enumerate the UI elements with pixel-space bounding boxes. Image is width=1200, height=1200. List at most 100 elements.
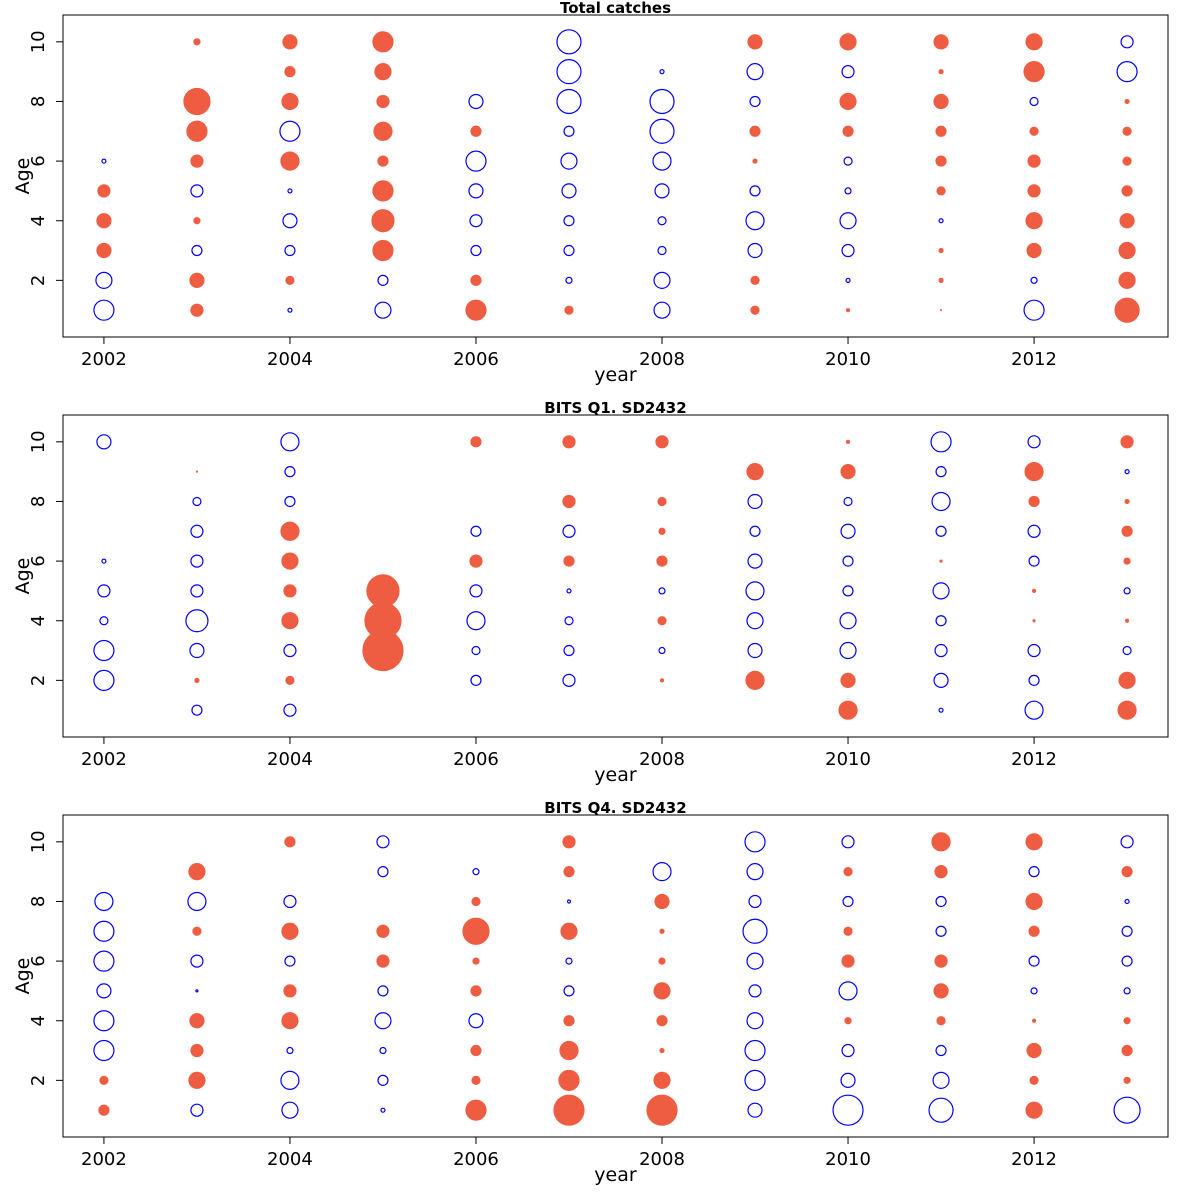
positive-bubble xyxy=(1025,833,1043,851)
negative-bubble xyxy=(841,243,855,258)
negative-bubble xyxy=(747,642,763,659)
y-tick-label: 8 xyxy=(28,96,49,107)
negative-bubble xyxy=(746,63,764,81)
positive-bubble xyxy=(376,954,390,968)
negative-bubble xyxy=(842,585,854,597)
positive-bubble xyxy=(840,672,856,688)
negative-bubble xyxy=(930,431,952,453)
negative-bubble xyxy=(280,432,300,452)
negative-bubble xyxy=(191,704,203,716)
negative-bubble xyxy=(1124,898,1130,905)
negative-bubble xyxy=(469,214,483,228)
positive-bubble xyxy=(935,155,947,167)
positive-bubble xyxy=(372,31,394,53)
negative-bubble xyxy=(192,496,202,507)
negative-bubble xyxy=(93,669,115,691)
plot-frame xyxy=(62,814,1169,1138)
negative-bubble xyxy=(843,156,853,166)
x-tick-label: 2004 xyxy=(267,1149,313,1170)
positive-bubble xyxy=(658,527,666,535)
negative-bubble xyxy=(566,899,572,904)
positive-bubble xyxy=(372,180,394,202)
negative-bubble xyxy=(652,862,672,882)
positive-bubble xyxy=(282,34,298,50)
positive-bubble xyxy=(472,957,480,965)
negative-bubble xyxy=(658,646,666,655)
negative-bubble xyxy=(565,276,573,284)
negative-bubble xyxy=(190,524,204,538)
positive-bubble xyxy=(938,247,944,254)
negative-bubble xyxy=(1121,925,1133,937)
positive-bubble xyxy=(939,309,943,312)
positive-bubble xyxy=(1027,184,1041,198)
negative-bubble xyxy=(93,920,115,942)
negative-bubble xyxy=(1116,61,1138,83)
negative-bubble xyxy=(283,894,297,909)
positive-bubble xyxy=(374,63,392,81)
positive-bubble xyxy=(1122,156,1132,166)
positive-bubble xyxy=(98,1104,110,1116)
negative-bubble xyxy=(652,151,672,171)
y-tick-label: 6 xyxy=(28,155,49,166)
positive-bubble xyxy=(193,38,201,46)
negative-bubble xyxy=(1024,700,1044,720)
negative-bubble xyxy=(653,301,671,319)
x-tick-label: 2006 xyxy=(453,349,499,370)
positive-bubble xyxy=(1121,1044,1133,1057)
negative-bubble xyxy=(374,301,392,319)
positive-bubble xyxy=(659,678,665,683)
positive-bubble xyxy=(1121,525,1133,537)
positive-bubble xyxy=(190,303,204,317)
negative-bubble xyxy=(377,1074,389,1086)
positive-bubble xyxy=(188,1071,206,1089)
negative-bubble xyxy=(468,1013,484,1029)
negative-bubble xyxy=(747,242,763,259)
positive-bubble xyxy=(280,151,300,171)
chart-title: BITS Q4. SD2432 xyxy=(544,799,686,817)
negative-bubble xyxy=(832,1094,864,1126)
negative-bubble xyxy=(1028,674,1040,686)
positive-bubble xyxy=(183,87,211,116)
negative-bubble xyxy=(1023,299,1045,321)
negative-bubble xyxy=(746,952,764,970)
positive-bubble xyxy=(1123,557,1131,565)
positive-bubble xyxy=(470,274,482,286)
negative-bubble xyxy=(566,588,572,594)
positive-bubble xyxy=(1031,588,1037,594)
negative-bubble xyxy=(93,299,115,321)
negative-bubble xyxy=(563,644,575,657)
positive-bubble xyxy=(1024,462,1044,482)
positive-bubble xyxy=(659,1047,665,1054)
x-tick-label: 2012 xyxy=(1011,1149,1057,1170)
negative-bubble xyxy=(562,673,576,687)
negative-bubble xyxy=(95,271,113,289)
negative-bubble xyxy=(839,612,857,630)
negative-bubble xyxy=(653,271,671,289)
negative-bubble xyxy=(282,213,298,229)
positive-bubble xyxy=(934,954,948,968)
positive-bubble xyxy=(366,574,400,608)
positive-bubble xyxy=(657,496,667,507)
negative-bubble xyxy=(935,925,947,937)
x-tick-label: 2008 xyxy=(639,1149,685,1170)
negative-bubble xyxy=(187,891,207,912)
positive-bubble xyxy=(844,1017,852,1025)
negative-bubble xyxy=(842,555,854,567)
negative-bubble xyxy=(935,615,947,627)
positive-bubble xyxy=(563,555,575,567)
positive-bubble xyxy=(1028,495,1040,508)
positive-bubble xyxy=(1025,1101,1043,1119)
positive-bubble xyxy=(1026,242,1042,259)
positive-bubble xyxy=(843,867,853,877)
negative-bubble xyxy=(932,1071,950,1089)
positive-bubble xyxy=(284,66,296,78)
negative-bubble xyxy=(283,643,297,658)
positive-bubble xyxy=(470,985,482,997)
positive-bubble xyxy=(646,1094,678,1126)
negative-bubble xyxy=(746,612,764,630)
negative-bubble xyxy=(1030,987,1038,995)
negative-bubble xyxy=(845,277,851,283)
negative-bubble xyxy=(659,69,665,75)
negative-bubble xyxy=(99,616,109,626)
positive-bubble xyxy=(845,308,851,313)
